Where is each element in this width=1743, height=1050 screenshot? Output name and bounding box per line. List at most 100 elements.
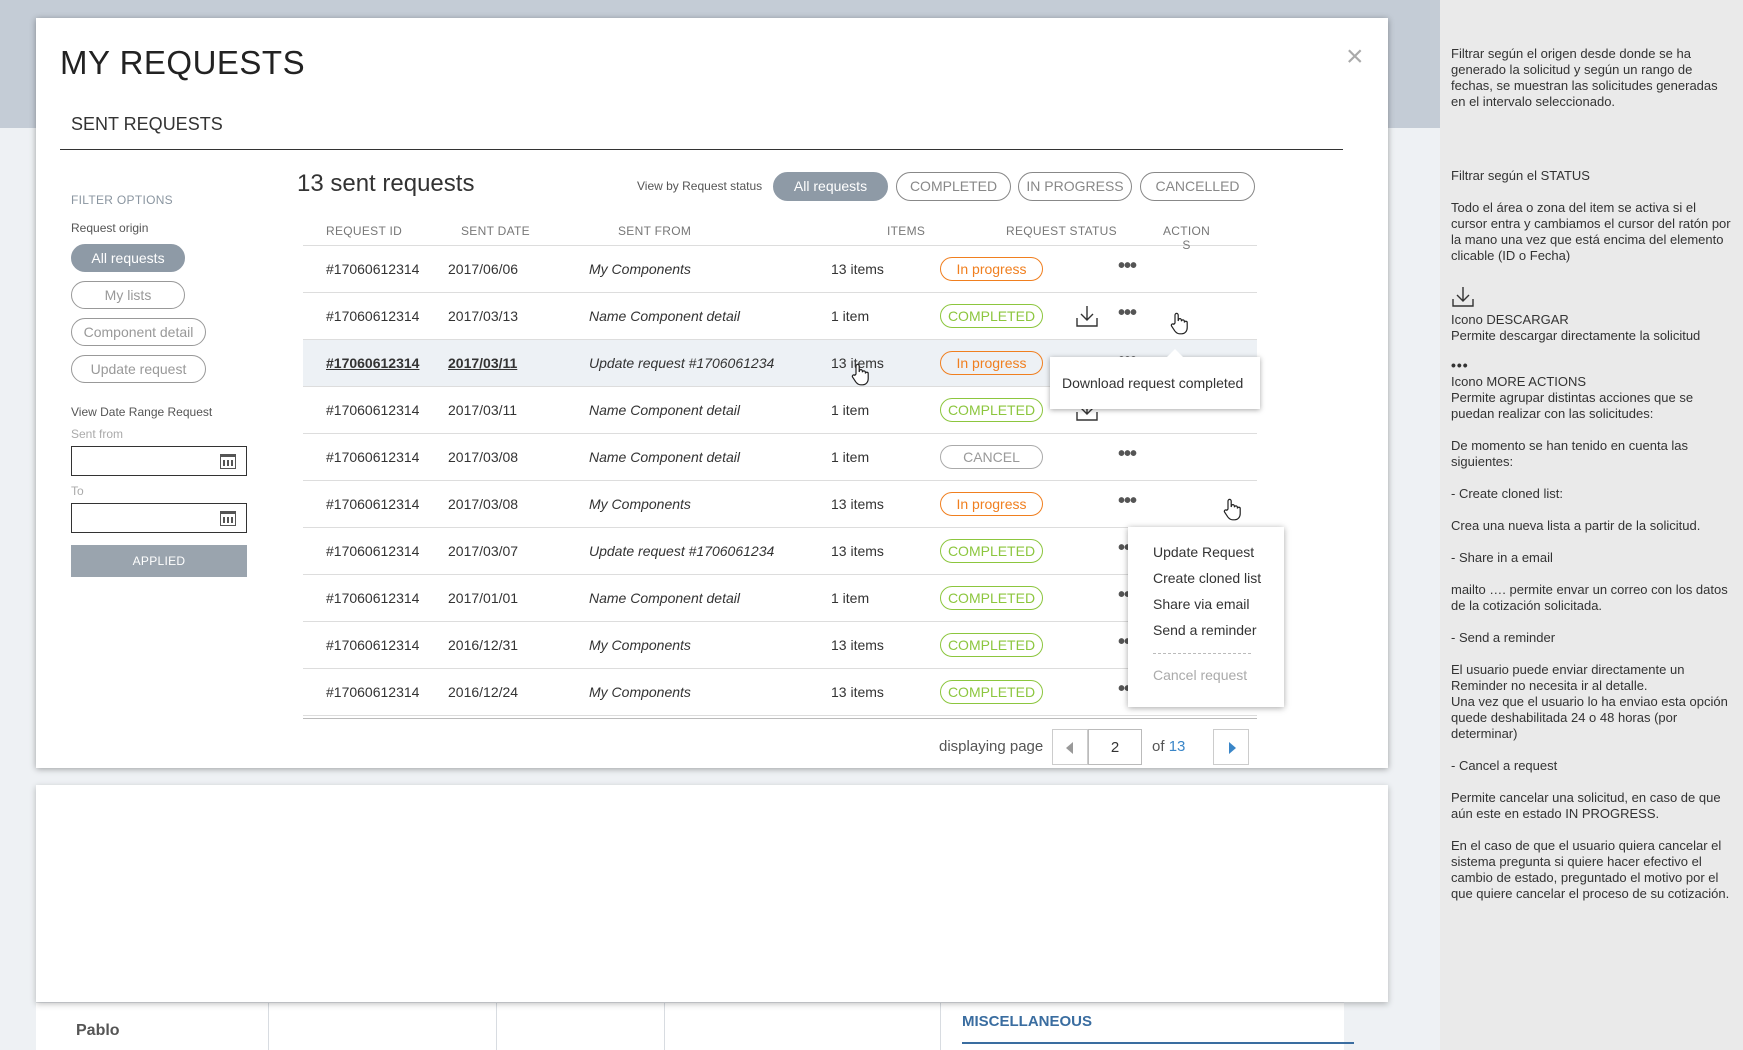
- table-row[interactable]: #17060612314 2017/03/13 Name Component det…: [303, 293, 1257, 340]
- sent-date-link[interactable]: 2017/01/01: [448, 590, 519, 606]
- menu-item-cancel-request: Cancel request: [1153, 667, 1248, 683]
- menu-separator: [1153, 653, 1251, 654]
- note-actions-list: De momento se han tenido en cuenta las s…: [1451, 438, 1689, 469]
- request-id-link[interactable]: #17060612314: [326, 543, 420, 559]
- note-share-desc: mailto …. permite envar un correo con lo…: [1451, 582, 1728, 613]
- calendar-icon[interactable]: [220, 511, 236, 526]
- hand-cursor-icon: [1223, 498, 1241, 521]
- table-row[interactable]: #17060612314 2017/03/11 Name Component det…: [303, 387, 1257, 434]
- sent-date-link[interactable]: 2017/03/11: [448, 355, 518, 371]
- origin-filter-update-request[interactable]: Update request: [71, 355, 206, 383]
- background-table-strip: Pablo MISCELLANEOUS: [36, 1002, 1354, 1050]
- sent-from-cell: Name Component detail: [589, 402, 740, 418]
- status-badge: COMPLETED: [940, 586, 1043, 610]
- origin-filter-my-lists[interactable]: My lists: [71, 281, 185, 309]
- request-id-link[interactable]: #17060612314: [326, 308, 420, 324]
- of-label: of: [1152, 738, 1165, 755]
- more-actions-menu: Update Request Create cloned list Share …: [1128, 527, 1284, 707]
- download-icon: [1452, 287, 1474, 307]
- items-cell: 13 items: [831, 496, 884, 512]
- table-row[interactable]: #17060612314 2017/03/08 Name Component det…: [303, 434, 1257, 481]
- modal-overflow-area: [36, 785, 1388, 1002]
- table-row[interactable]: #17060612314 2017/06/06 My Components 13 it…: [303, 246, 1257, 293]
- table-row[interactable]: #17060612314 2016/12/24 My Components 13 it…: [303, 669, 1257, 716]
- sent-date-link[interactable]: 2017/06/06: [448, 261, 519, 277]
- table-row[interactable]: #17060612314 2017/03/07 Update request #17…: [303, 528, 1257, 575]
- request-id-link[interactable]: #17060612314: [326, 355, 420, 371]
- menu-item-share-via-email[interactable]: Share via email: [1153, 596, 1250, 612]
- request-id-link[interactable]: #17060612314: [326, 261, 420, 277]
- request-id-link[interactable]: #17060612314: [326, 637, 420, 653]
- note-cancel-desc: Permite cancelar una solicitud, en caso …: [1451, 790, 1721, 821]
- status-filter-completed[interactable]: COMPLETED: [896, 172, 1011, 201]
- request-id-link[interactable]: #17060612314: [326, 496, 420, 512]
- more-actions-icon[interactable]: •••: [1118, 302, 1137, 324]
- page-number-input[interactable]: [1088, 729, 1142, 765]
- to-input[interactable]: [71, 503, 247, 533]
- sent-date-link[interactable]: 2017/03/07: [448, 543, 519, 559]
- status-badge: COMPLETED: [940, 398, 1043, 422]
- menu-item-create-cloned-list[interactable]: Create cloned list: [1153, 570, 1262, 586]
- close-icon[interactable]: ×: [1346, 40, 1364, 73]
- applied-button[interactable]: APPLIED: [71, 545, 247, 577]
- calendar-icon[interactable]: [220, 454, 236, 469]
- sent-date-link[interactable]: 2017/03/08: [448, 449, 519, 465]
- origin-filter-all[interactable]: All requests: [71, 244, 185, 272]
- sent-date-link[interactable]: 2016/12/31: [448, 637, 519, 653]
- tab-sent-requests[interactable]: SENT REQUESTS: [71, 114, 223, 134]
- status-badge: In progress: [940, 257, 1043, 281]
- more-actions-icon: •••: [1451, 357, 1469, 373]
- request-count: 13 sent requests: [297, 170, 475, 197]
- sent-date-link[interactable]: 2016/12/24: [448, 684, 519, 700]
- more-actions-icon[interactable]: •••: [1118, 490, 1137, 512]
- next-page-button[interactable]: [1213, 729, 1249, 765]
- note-row-hover: Todo el área o zona del item se activa s…: [1451, 200, 1731, 263]
- to-label: To: [71, 484, 84, 498]
- note-reminder-desc: El usuario puede enviar directamente un …: [1451, 662, 1728, 741]
- modal-title: MY REQUESTS: [60, 44, 306, 81]
- column-header[interactable]: REQUEST ID: [326, 224, 403, 238]
- column-header[interactable]: ACTION S: [1163, 224, 1211, 252]
- note-download: Icono DESCARGAR Permite descargar direct…: [1451, 312, 1701, 343]
- column-header[interactable]: ITEMS: [887, 224, 926, 238]
- more-actions-icon[interactable]: •••: [1118, 255, 1137, 277]
- menu-item-send-reminder[interactable]: Send a reminder: [1153, 622, 1257, 638]
- status-filter-cancelled[interactable]: CANCELLED: [1140, 172, 1255, 201]
- sent-from-input[interactable]: [71, 446, 247, 476]
- sent-date-link[interactable]: 2017/03/08: [448, 496, 519, 512]
- hand-cursor-icon: [1170, 312, 1188, 335]
- origin-filter-component-detail[interactable]: Component detail: [71, 318, 206, 346]
- status-badge: COMPLETED: [940, 539, 1043, 563]
- background-user-name: Pablo: [76, 1022, 120, 1039]
- filter-panel: FILTER OPTIONS Request origin All reques…: [71, 193, 251, 577]
- table-row[interactable]: #17060612314 2017/01/01 Name Component det…: [303, 575, 1257, 622]
- table-row[interactable]: #17060612314 2017/03/08 My Components 13 it…: [303, 481, 1257, 528]
- more-actions-icon[interactable]: •••: [1118, 443, 1137, 465]
- table-bottom-rule: [303, 718, 1257, 719]
- menu-item-update-request[interactable]: Update Request: [1153, 544, 1255, 560]
- sent-from-cell: Name Component detail: [589, 449, 740, 465]
- request-origin-label: Request origin: [71, 221, 149, 235]
- note-clone-desc: Crea una nueva lista a partir de la soli…: [1451, 518, 1701, 533]
- date-range-label: View Date Range Request: [71, 405, 213, 419]
- items-cell: 13 items: [831, 261, 884, 277]
- status-badge: COMPLETED: [940, 680, 1043, 704]
- note-more-actions: Icono MORE ACTIONS Permite agrupar disti…: [1451, 374, 1694, 421]
- request-id-link[interactable]: #17060612314: [326, 402, 420, 418]
- previous-page-button[interactable]: [1052, 729, 1088, 765]
- request-id-link[interactable]: #17060612314: [326, 684, 420, 700]
- column-header[interactable]: REQUEST STATUS: [1006, 224, 1117, 238]
- request-id-link[interactable]: #17060612314: [326, 449, 420, 465]
- sent-date-link[interactable]: 2017/03/11: [448, 402, 518, 418]
- column-header[interactable]: SENT DATE: [461, 224, 530, 238]
- total-pages[interactable]: 13: [1168, 738, 1186, 755]
- request-id-link[interactable]: #17060612314: [326, 590, 420, 606]
- table-row[interactable]: #17060612314 2016/12/31 My Components 13 it…: [303, 622, 1257, 669]
- note-filter-origin: Filtrar según el origen desde donde se h…: [1451, 46, 1718, 109]
- sent-date-link[interactable]: 2017/03/13: [448, 308, 519, 324]
- column-header[interactable]: SENT FROM: [618, 224, 692, 238]
- download-icon[interactable]: [1075, 304, 1099, 328]
- status-filter-all[interactable]: All requests: [773, 172, 888, 201]
- items-cell: 13 items: [831, 684, 884, 700]
- status-filter-in-progress[interactable]: IN PROGRESS: [1018, 172, 1132, 201]
